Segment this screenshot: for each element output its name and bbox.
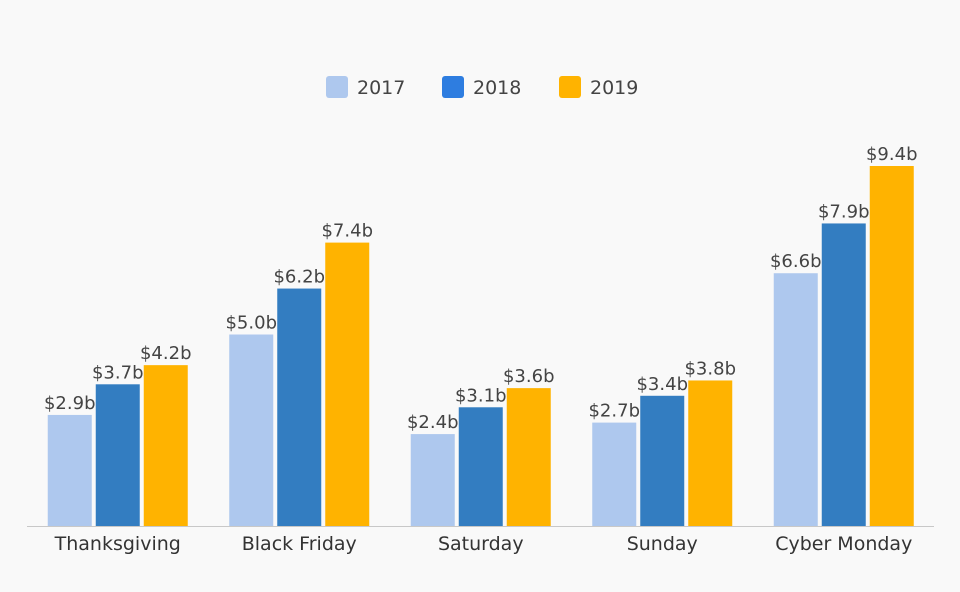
bar-sunday-2018 <box>640 395 685 526</box>
legend-label-2019: 2019 <box>590 77 638 99</box>
x-tick-thanksgiving: Thanksgiving <box>54 533 181 555</box>
value-label-black-friday-2017: $5.0b <box>225 313 277 334</box>
bar-thanksgiving-2018 <box>95 384 140 526</box>
x-tick-cyber-monday: Cyber Monday <box>775 533 912 555</box>
value-labels-group: $2.9b $3.7b$4.2b $5.0b $6.2b $7.4b $2.4b $3.1b… <box>44 144 918 433</box>
bar-sunday-2019 <box>688 380 733 526</box>
value-label-cyber-monday-2018: $7.9b <box>818 201 870 222</box>
value-label-sunday-2019: $3.8b <box>684 358 736 379</box>
bar-saturday-2019 <box>506 388 551 526</box>
legend-label-2018: 2018 <box>473 77 521 99</box>
legend-swatch-2019 <box>559 76 581 98</box>
bar-cyber-monday-2017 <box>773 273 818 526</box>
bar-cyber-monday-2019 <box>869 166 914 526</box>
bar-black-friday-2017 <box>229 334 274 526</box>
value-label-saturday-2018: $3.1b <box>455 385 507 406</box>
bar-saturday-2018 <box>458 407 503 526</box>
value-label-saturday-2019: $3.6b <box>503 366 555 387</box>
bar-thanksgiving-2019 <box>143 365 188 526</box>
value-label-sunday-2017: $2.7b <box>588 401 640 422</box>
x-tick-sunday: Sunday <box>627 533 698 555</box>
value-label-black-friday-2018: $6.2b <box>273 267 325 288</box>
legend-label-2017: 2017 <box>357 77 405 99</box>
legend: 2017 2018 2019 <box>326 76 638 99</box>
bar-saturday-2017 <box>410 434 455 526</box>
value-label-cyber-monday-2017: $6.6b <box>770 251 822 272</box>
legend-swatch-2018 <box>442 76 464 98</box>
bar-cyber-monday-2018 <box>821 223 866 526</box>
x-tick-black-friday: Black Friday <box>242 533 357 555</box>
value-label-black-friday-2019: $7.4b <box>321 221 373 242</box>
bar-black-friday-2019 <box>325 242 370 526</box>
value-label-thanksgiving-2019: $4.2b <box>140 343 192 364</box>
value-label-sunday-2018: $3.4b <box>636 374 688 395</box>
value-label-thanksgiving-2017: $2.9b <box>44 393 96 414</box>
value-label-cyber-monday-2019: $9.4b <box>866 144 918 165</box>
x-tick-labels: Thanksgiving Black Friday Saturday Sunday Cy… <box>54 533 913 555</box>
legend-swatch-2017 <box>326 76 348 98</box>
bars-group <box>47 166 914 526</box>
bar-thanksgiving-2017 <box>47 414 92 526</box>
bar-black-friday-2018 <box>277 288 322 526</box>
x-tick-saturday: Saturday <box>438 533 524 555</box>
value-label-thanksgiving-2018: $3.7b <box>92 362 144 383</box>
value-label-saturday-2017: $2.4b <box>407 412 459 433</box>
bar-sunday-2017 <box>592 422 637 526</box>
